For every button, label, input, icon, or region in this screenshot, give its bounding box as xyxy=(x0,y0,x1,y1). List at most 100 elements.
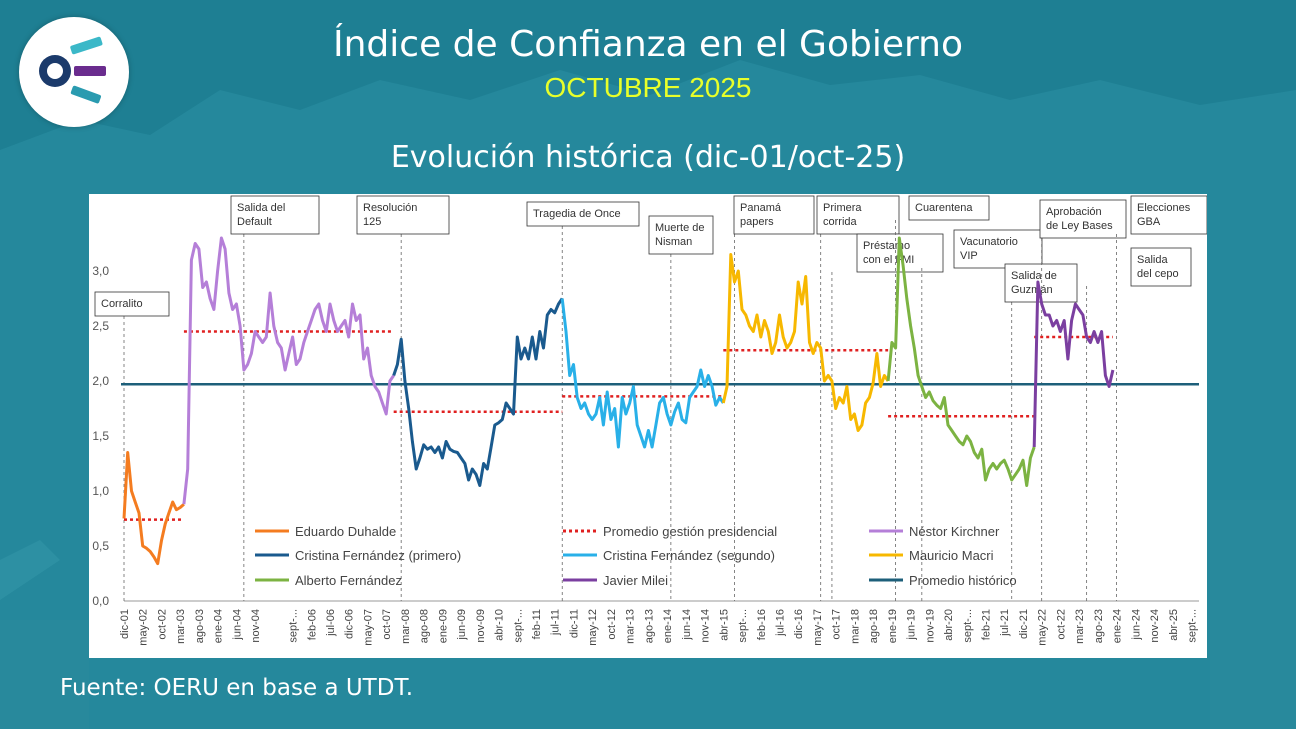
x-tick-label: mar-03 xyxy=(175,609,187,644)
annotation-label: Salida de xyxy=(1011,270,1057,282)
series-line-alberto-fern-ndez xyxy=(886,236,1036,487)
x-tick-label: abr-25 xyxy=(1168,609,1180,641)
y-tick-label: 3,0 xyxy=(92,264,109,278)
annotation-label: Resolución xyxy=(363,202,417,214)
y-tick-label: 1,0 xyxy=(92,484,109,498)
annotation-label: papers xyxy=(740,216,774,228)
annotation-box xyxy=(1039,199,1127,239)
x-tick-label: oct-17 xyxy=(831,609,843,640)
annotation-label: Primera xyxy=(823,202,862,214)
legend-label: Javier Milei xyxy=(603,573,668,588)
legend-label: Alberto Fernández xyxy=(295,573,402,588)
annotation-label: Muerte de xyxy=(655,222,705,234)
source-note: Fuente: OERU en base a UTDT. xyxy=(60,675,414,701)
y-tick-label: 0,5 xyxy=(92,539,109,553)
x-tick-label: sept-... xyxy=(512,609,524,643)
annotation-label: Tragedia de Once xyxy=(533,208,621,220)
legend-label: Néstor Kirchner xyxy=(909,524,1000,539)
page-title: Índice de Confianza en el Gobierno xyxy=(333,24,963,65)
x-tick-label: oct-12 xyxy=(606,609,618,640)
annotation-label: Panamá xyxy=(740,202,782,214)
x-tick-label: jul-06 xyxy=(325,609,337,637)
x-tick-label: ago-08 xyxy=(419,609,431,643)
chart-title: Evolución histórica (dic-01/oct-25) xyxy=(390,140,906,175)
annotation-label: Elecciones xyxy=(1137,202,1191,214)
x-tick-label: nov-19 xyxy=(924,609,936,643)
x-tick-label: ene-19 xyxy=(887,609,899,643)
annotation-box xyxy=(1130,247,1192,287)
x-tick-label: dic-01 xyxy=(119,609,131,639)
x-tick-label: ene-24 xyxy=(1112,609,1124,643)
series-line-cristina-fern-ndez-segundo- xyxy=(560,298,725,449)
legend-label: Cristina Fernández (segundo) xyxy=(603,548,775,563)
legend-label: Cristina Fernández (primero) xyxy=(295,548,461,563)
x-tick-label: sept-... xyxy=(737,609,749,643)
annotation-box xyxy=(648,215,714,255)
annotation-label: Guzmán xyxy=(1011,284,1053,296)
legend-label: Eduardo Duhalde xyxy=(295,524,396,539)
x-tick-label: ago-13 xyxy=(643,609,655,643)
x-tick-label: jun-24 xyxy=(1130,609,1142,641)
x-tick-label: abr-10 xyxy=(494,609,506,641)
x-tick-label: oct-22 xyxy=(1055,609,1067,640)
x-tick-label: sept-... xyxy=(962,609,974,643)
x-tick-label: mar-13 xyxy=(625,609,637,644)
annotation-label: VIP xyxy=(960,250,978,262)
annotation-label: GBA xyxy=(1137,216,1161,228)
annotation-label: corrida xyxy=(823,216,858,228)
annotation-label: Préstamo xyxy=(863,240,910,252)
annotation-label: de Ley Bases xyxy=(1046,220,1113,232)
annotation-label: Corralito xyxy=(101,298,143,310)
x-tick-label: jun-14 xyxy=(681,609,693,641)
x-tick-label: may-07 xyxy=(362,609,374,646)
legend-label: Promedio histórico xyxy=(909,573,1017,588)
x-tick-label: ago-03 xyxy=(194,609,206,643)
x-tick-label: jul-16 xyxy=(774,609,786,637)
x-tick-label: feb-21 xyxy=(980,609,992,640)
annotation-box xyxy=(1130,195,1207,235)
y-tick-label: 2,0 xyxy=(92,374,109,388)
x-tick-label: dic-21 xyxy=(1018,609,1030,639)
annotation-box xyxy=(526,201,640,227)
x-tick-label: nov-24 xyxy=(1149,609,1161,643)
annotation-box xyxy=(908,195,990,221)
x-tick-label: feb-16 xyxy=(756,609,768,640)
y-tick-label: 0,0 xyxy=(92,594,109,608)
annotation-label: Salida del xyxy=(237,202,285,214)
page-subtitle: OCTUBRE 2025 xyxy=(544,72,752,103)
annotation-box xyxy=(230,195,320,235)
x-tick-label: nov-14 xyxy=(700,609,712,643)
x-tick-label: ago-23 xyxy=(1093,609,1105,643)
line-chart: 0,0 0,5 1,0 1,5 2,0 2,5 3,0 dic-01 may-02 oct-02 m… xyxy=(92,195,1207,646)
annotation-label: Vacunatorio xyxy=(960,236,1018,248)
x-tick-label: sept-... xyxy=(1187,609,1199,643)
x-tick-label: may-12 xyxy=(587,609,599,646)
annotation-label: Salida xyxy=(1137,254,1168,266)
x-tick-label: sept-... xyxy=(288,609,300,643)
annotation-label: Nisman xyxy=(655,236,692,248)
annotation-label: del cepo xyxy=(1137,268,1179,280)
annotation-label: Aprobación xyxy=(1046,206,1102,218)
series-line-eduardo-duhalde xyxy=(122,451,185,566)
x-tick-label: jun-19 xyxy=(906,609,918,641)
x-tick-label: feb-06 xyxy=(306,609,318,640)
annotation-box xyxy=(356,195,450,235)
series-line-cristina-fern-ndez-primero- xyxy=(392,297,564,487)
x-tick-label: nov-09 xyxy=(475,609,487,643)
annotation-box xyxy=(733,195,815,235)
x-tick-label: jul-11 xyxy=(550,609,562,636)
x-tick-label: may-22 xyxy=(1037,609,1049,646)
x-tick-label: dic-16 xyxy=(793,609,805,639)
x-tick-label: ene-04 xyxy=(213,609,225,643)
legend-label: Mauricio Macri xyxy=(909,548,994,563)
series-line-mauricio-macri xyxy=(721,253,890,432)
annotation-box xyxy=(953,229,1043,269)
series-line-n-stor-kirchner xyxy=(182,236,395,505)
x-tick-label: mar-18 xyxy=(849,609,861,644)
annotation-label: con el FMI xyxy=(863,254,914,266)
x-tick-label: jun-04 xyxy=(231,609,243,641)
x-tick-label: dic-11 xyxy=(568,609,580,638)
x-tick-label: abr-20 xyxy=(943,609,955,641)
annotation-label: Default xyxy=(237,216,272,228)
y-tick-label: 2,5 xyxy=(92,319,109,333)
